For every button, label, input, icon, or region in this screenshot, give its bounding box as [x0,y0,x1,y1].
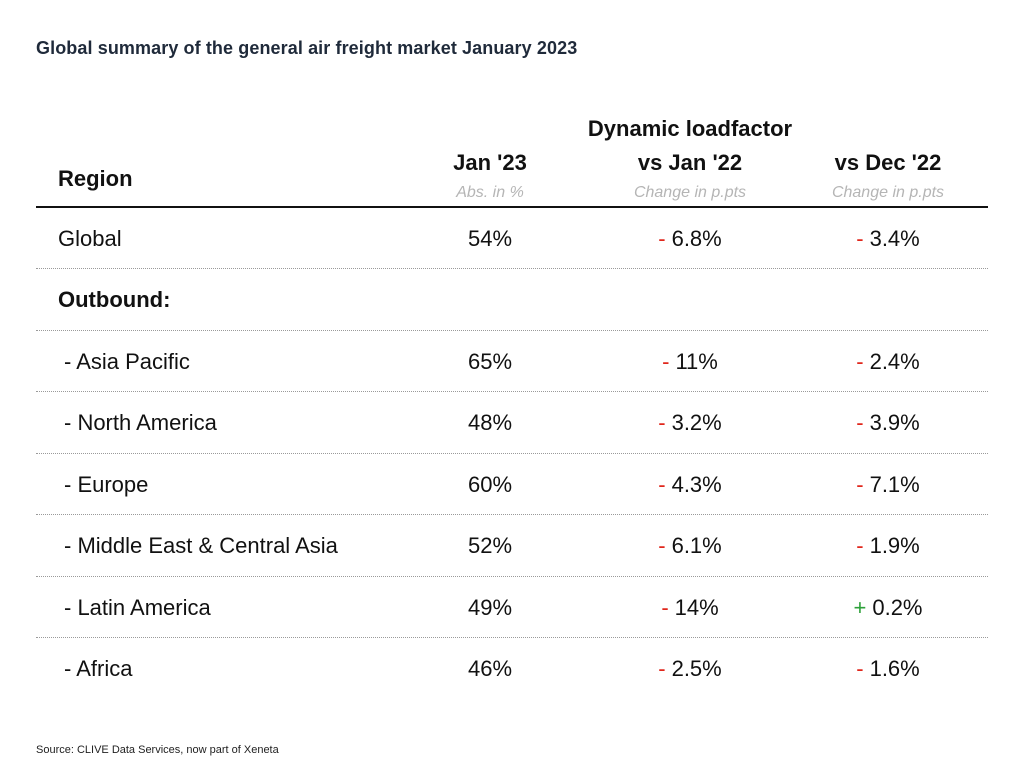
vs-dec22-change: +0.2% [778,577,998,638]
vs-jan22-value: 6.1% [671,533,722,558]
row-divider [36,268,988,269]
vs-jan22-sign: - [658,225,666,251]
vs-dec22-sign: - [856,533,864,558]
vs-dec22-sign: + [853,594,867,620]
vs-jan22-value: 3.2% [671,410,722,435]
vs-dec22-change: -1.9% [778,516,998,577]
region-label: - Europe [64,471,149,497]
chart-title: Global summary of the general air freigh… [36,38,578,58]
vs-jan22-sign: - [658,410,666,435]
region-label: - Asia Pacific [64,348,190,374]
vs-dec22-change: -3.4% [778,208,998,269]
jan23-value: 54% [467,225,513,251]
vs-jan22-value: 2.5% [671,656,722,681]
vs-jan22-change: -6.1% [580,516,800,577]
vs-dec22-change: -1.6% [778,639,998,700]
column-subheader-jan23: Abs. in % [456,184,524,201]
vs-dec22-sign: - [856,348,864,374]
jan23-value: 48% [467,410,513,435]
jan23-value: 65% [467,348,513,374]
column-header-vs-jan22: vs Jan '22 [637,150,743,175]
vs-dec22-value: 1.6% [869,656,920,681]
vs-jan22-change: -11% [580,331,800,392]
row-divider [36,514,988,515]
vs-dec22-value: 7.1% [869,471,920,497]
vs-dec22-sign: - [856,656,864,681]
table-row: - North America 48% -3.2% -3.9% [36,393,988,454]
source-note: Source: CLIVE Data Services, now part of… [36,744,279,756]
vs-jan22-sign: - [658,656,666,681]
group-header: Dynamic loadfactor [587,116,793,141]
vs-jan22-change: -6.8% [580,208,800,269]
region-label: - Latin America [64,594,211,620]
vs-dec22-sign: - [856,225,864,251]
vs-jan22-value: 11% [675,348,718,374]
row-divider [36,452,988,454]
column-header-vs-dec22: vs Dec '22 [834,150,942,175]
vs-jan22-sign: - [661,594,669,620]
vs-jan22-sign: - [658,533,666,558]
vs-dec22-change: -7.1% [778,454,998,515]
vs-jan22-value: 14% [674,594,719,620]
table-row: - Asia Pacific 65% -11% -2.4% [36,331,988,392]
jan23-value: 60% [467,471,513,497]
row-divider [36,637,988,638]
section-row: Outbound: [36,270,988,331]
vs-dec22-value: 1.9% [869,533,920,558]
table-row: - Europe 60% -4.3% -7.1% [36,454,988,515]
vs-dec22-change: -3.9% [778,393,998,454]
vs-dec22-value: 3.9% [869,410,920,435]
jan23-value: 52% [467,533,513,558]
region-label: - Middle East & Central Asia [64,533,338,558]
header-divider [36,206,988,208]
vs-jan22-sign: - [662,348,670,374]
region-label: Global [58,225,122,251]
vs-dec22-value: 0.2% [872,594,923,620]
region-label: - North America [64,410,217,435]
column-subheader-vs-dec22: Change in p.pts [831,184,945,201]
vs-jan22-change: -2.5% [580,639,800,700]
vs-jan22-value: 4.3% [671,471,722,497]
vs-jan22-change: -3.2% [580,393,800,454]
region-label: - Africa [64,656,133,681]
row-divider [36,391,988,392]
row-divider [36,329,988,331]
column-subheader-vs-jan22: Change in p.pts [633,184,747,201]
region-column-header: Region [58,166,133,191]
vs-dec22-value: 2.4% [869,348,920,374]
table-row: - Middle East & Central Asia 52% -6.1% -1.9… [36,516,988,577]
vs-jan22-value: 6.8% [671,225,722,251]
column-header-jan23: Jan '23 [453,150,527,175]
region-label: Outbound: [58,287,171,312]
vs-jan22-change: -14% [580,577,800,638]
table-row: Global 54% -6.8% -3.4% [36,208,988,269]
vs-jan22-sign: - [658,471,666,497]
row-divider [36,575,988,577]
table-row: - Africa 46% -2.5% -1.6% [36,639,988,700]
vs-jan22-change: -4.3% [580,454,800,515]
vs-dec22-sign: - [856,410,864,435]
vs-dec22-change: -2.4% [778,331,998,392]
jan23-value: 49% [467,594,513,620]
vs-dec22-sign: - [856,471,864,497]
vs-dec22-value: 3.4% [869,225,920,251]
jan23-value: 46% [467,656,513,681]
table-row: - Latin America 49% -14% +0.2% [36,577,988,638]
